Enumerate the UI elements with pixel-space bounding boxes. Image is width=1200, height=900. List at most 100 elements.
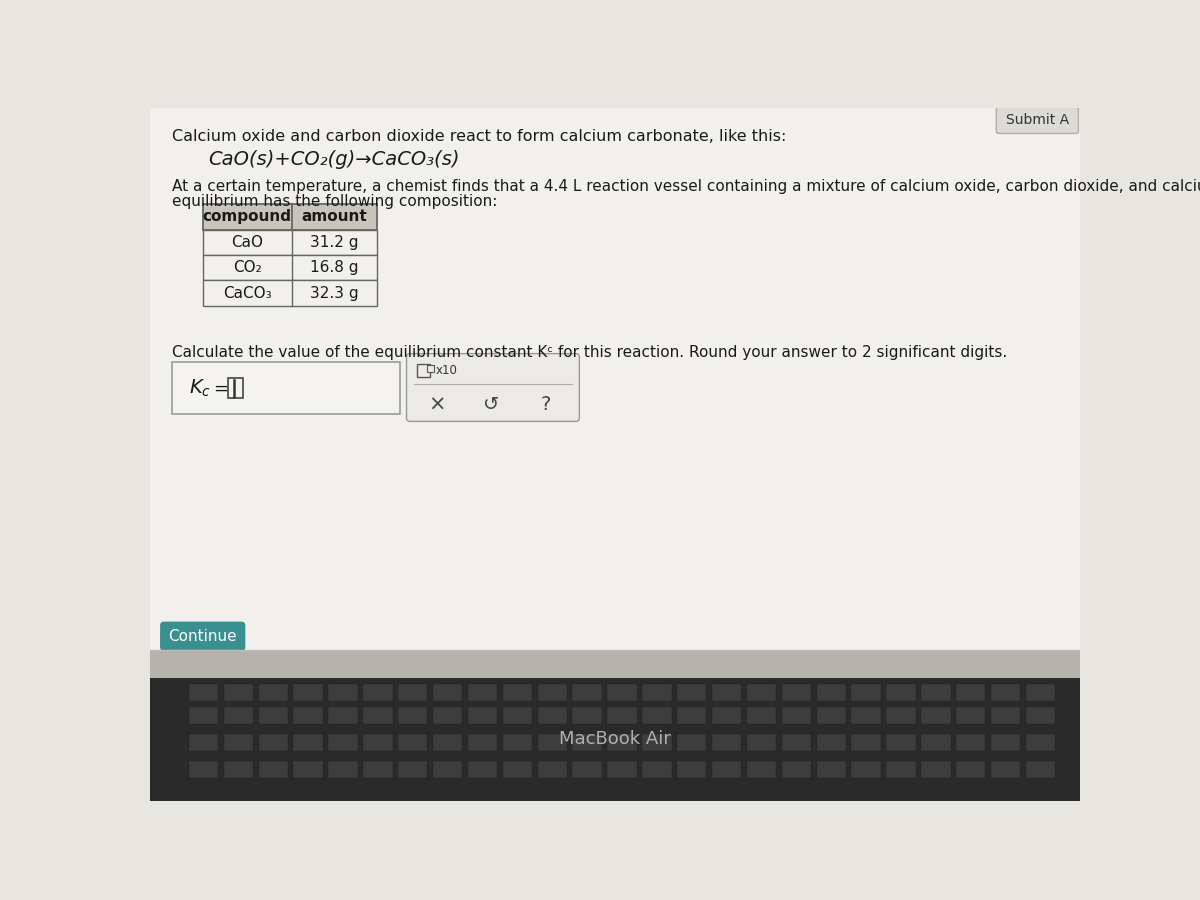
Bar <box>293 734 323 751</box>
Bar <box>991 684 1020 701</box>
Text: At a certain temperature, a chemist finds that a 4.4 L reaction vessel containin: At a certain temperature, a chemist find… <box>172 179 1200 194</box>
Text: amount: amount <box>301 210 367 224</box>
Bar <box>150 108 1080 651</box>
Bar <box>293 684 323 701</box>
Bar <box>433 707 462 724</box>
Text: Calculate the value of the equilibrium constant Kᶜ for this reaction. Round your: Calculate the value of the equilibrium c… <box>172 346 1007 360</box>
Bar <box>398 761 427 778</box>
Bar <box>712 707 742 724</box>
Bar <box>398 734 427 751</box>
Bar <box>781 684 811 701</box>
Bar <box>433 761 462 778</box>
Bar <box>364 684 392 701</box>
Bar <box>188 707 218 724</box>
Bar <box>258 761 288 778</box>
Text: Calcium oxide and carbon dioxide react to form calcium carbonate, like this:: Calcium oxide and carbon dioxide react t… <box>172 129 786 144</box>
Text: x10: x10 <box>436 364 457 377</box>
Bar <box>712 684 742 701</box>
Bar <box>781 734 811 751</box>
Bar <box>922 734 950 751</box>
Bar <box>677 684 707 701</box>
Bar <box>607 684 637 701</box>
Bar <box>398 684 427 701</box>
Text: CO₂: CO₂ <box>233 260 262 275</box>
Bar <box>418 364 430 377</box>
Text: CaO: CaO <box>232 235 263 250</box>
Bar <box>172 362 401 415</box>
Bar <box>538 734 566 751</box>
Bar <box>329 761 358 778</box>
Bar <box>851 761 881 778</box>
Bar <box>258 684 288 701</box>
Bar <box>203 230 377 255</box>
Bar <box>1026 761 1055 778</box>
Text: Continue: Continue <box>168 629 238 643</box>
Bar <box>642 761 672 778</box>
Bar <box>887 684 916 701</box>
Bar <box>1026 707 1055 724</box>
Bar <box>956 761 985 778</box>
Bar <box>887 734 916 751</box>
Bar <box>538 761 566 778</box>
Bar <box>991 707 1020 724</box>
Bar <box>642 707 672 724</box>
Bar <box>468 734 497 751</box>
Bar <box>922 707 950 724</box>
Bar <box>188 684 218 701</box>
Text: ↺: ↺ <box>482 395 499 414</box>
Bar <box>228 378 242 399</box>
Bar <box>607 734 637 751</box>
Bar <box>572 707 602 724</box>
Bar <box>433 734 462 751</box>
Bar <box>364 734 392 751</box>
Bar <box>572 684 602 701</box>
Bar <box>816 684 846 701</box>
Bar <box>427 365 433 372</box>
Bar <box>258 707 288 724</box>
Text: ×: × <box>428 394 445 414</box>
Text: Submit A: Submit A <box>1006 113 1069 127</box>
Text: compound: compound <box>203 210 292 224</box>
Bar <box>816 734 846 751</box>
FancyBboxPatch shape <box>996 107 1079 133</box>
Bar <box>188 734 218 751</box>
Bar <box>922 761 950 778</box>
Bar <box>223 761 253 778</box>
Bar <box>956 684 985 701</box>
Bar <box>433 684 462 701</box>
Bar <box>364 761 392 778</box>
Bar <box>607 707 637 724</box>
Bar <box>572 761 602 778</box>
Bar <box>329 734 358 751</box>
Bar <box>503 761 532 778</box>
Bar <box>956 707 985 724</box>
Text: 31.2 g: 31.2 g <box>311 235 359 250</box>
Bar <box>223 684 253 701</box>
Text: equilibrium has the following composition:: equilibrium has the following compositio… <box>172 194 497 209</box>
Bar <box>712 734 742 751</box>
Bar <box>991 761 1020 778</box>
Bar <box>468 684 497 701</box>
Text: CaCO₃: CaCO₃ <box>223 285 271 301</box>
Bar <box>991 734 1020 751</box>
Bar <box>538 684 566 701</box>
Bar <box>223 734 253 751</box>
Bar <box>293 707 323 724</box>
Bar <box>203 255 377 281</box>
Bar <box>203 204 377 230</box>
Bar <box>851 734 881 751</box>
Bar <box>746 761 776 778</box>
Bar <box>364 707 392 724</box>
Bar <box>746 684 776 701</box>
FancyBboxPatch shape <box>160 622 245 651</box>
Bar <box>816 761 846 778</box>
Bar <box>223 707 253 724</box>
Bar <box>956 734 985 751</box>
Text: CaO(s)+CO₂(g)→CaCO₃(s): CaO(s)+CO₂(g)→CaCO₃(s) <box>208 150 460 169</box>
Bar <box>572 734 602 751</box>
Bar <box>677 707 707 724</box>
Bar <box>503 734 532 751</box>
Bar <box>746 707 776 724</box>
FancyBboxPatch shape <box>407 354 580 421</box>
Bar <box>677 734 707 751</box>
